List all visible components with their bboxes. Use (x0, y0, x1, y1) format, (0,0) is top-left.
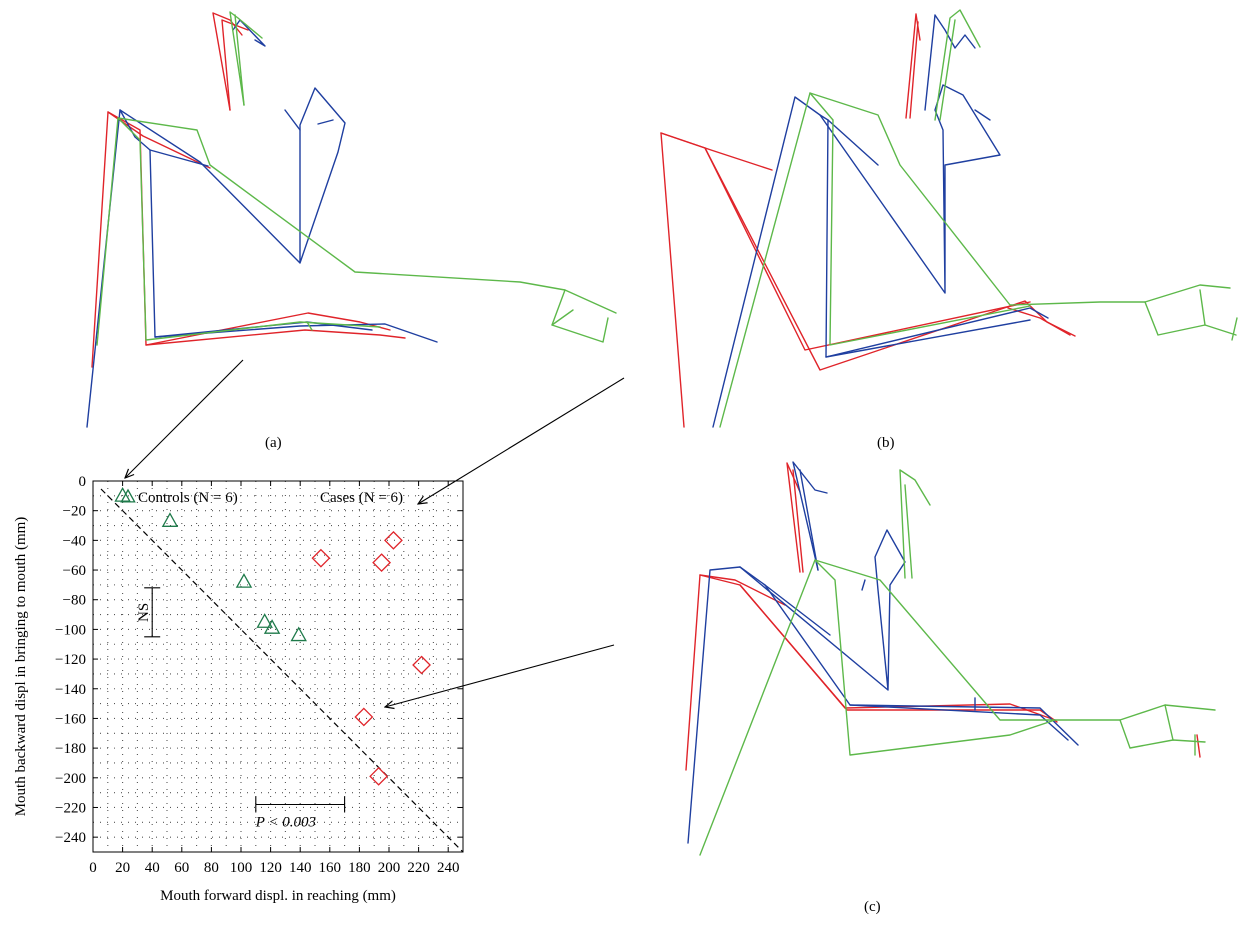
y-axis-ticks: 0 −20 −40 −60 −80 −100 −120 −140 −160 −180 −200 −22… (55, 474, 463, 846)
x-tick-label: 40 (145, 860, 160, 876)
stick-figure-red (685, 462, 1201, 771)
data-points (114, 487, 431, 786)
stick-figure-green (699, 469, 1216, 856)
stick-figure-blue (712, 14, 1049, 428)
x-tick-label: 0 (89, 860, 97, 876)
control-point (114, 487, 131, 502)
control-point (256, 613, 273, 628)
y-tick-label: −160 (55, 711, 86, 727)
stick-figure-red (91, 12, 406, 368)
x-tick-label: 60 (174, 860, 189, 876)
y-tick-label: −60 (63, 563, 86, 579)
panel-b-stick-figure (660, 9, 1238, 428)
control-point (290, 626, 307, 642)
x-tick-label: 80 (204, 860, 219, 876)
stick-figure-red (660, 13, 1076, 428)
connector-arrows (125, 359, 625, 707)
annotations: NS P < 0.003 (136, 587, 346, 831)
stick-figure-green (96, 11, 617, 346)
p-value-label: P < 0.003 (255, 815, 316, 831)
control-point (161, 512, 179, 527)
stick-figure-blue (687, 461, 1079, 844)
arrow-c-to-case (385, 644, 615, 707)
x-tick-label: 160 (319, 860, 342, 876)
y-tick-label: −40 (63, 533, 86, 549)
case-point (354, 707, 374, 727)
legend: Controls (N = 6) Cases (N = 6) (120, 488, 403, 506)
panel-label-c: (c) (864, 899, 881, 915)
y-tick-label: −140 (55, 682, 86, 698)
arrow-a-to-origin (125, 359, 244, 478)
case-point (412, 655, 431, 675)
x-tick-label: 140 (289, 860, 312, 876)
stick-figure-green (719, 9, 1238, 428)
y-tick-label: −80 (63, 593, 86, 609)
y-tick-label: −220 (55, 800, 86, 816)
x-axis-label: Mouth forward displ. in reaching (mm) (160, 888, 396, 904)
y-tick-label: −100 (55, 622, 86, 638)
y-tick-label: −200 (55, 771, 86, 787)
y-axis-label: Mouth backward displ in bringing to mout… (13, 517, 29, 817)
stick-figure-blue (86, 19, 438, 428)
x-tick-label: 220 (407, 860, 430, 876)
case-point (372, 553, 392, 573)
panel-label-b: (b) (877, 435, 895, 451)
ns-label: NS (136, 603, 152, 622)
axes-frame (92, 480, 464, 853)
x-tick-label: 100 (230, 860, 253, 876)
arrow-b-to-case (418, 377, 625, 504)
panel-a-stick-figure (86, 11, 617, 428)
y-tick-label: −120 (55, 652, 86, 668)
y-tick-label: 0 (79, 474, 87, 490)
x-tick-label: 200 (378, 860, 401, 876)
scatter-chart: 0 20 40 60 80 100 120 140 160 180 200 220 240 0 −20 −4… (13, 474, 464, 904)
legend-cases-label: Cases (N = 6) (320, 490, 403, 506)
x-tick-label: 180 (348, 860, 371, 876)
x-tick-label: 240 (437, 860, 460, 876)
case-point (311, 548, 331, 568)
control-point (263, 619, 281, 634)
diagonal-reference-line (100, 488, 464, 853)
case-point (369, 766, 389, 786)
panel-c-stick-figure (685, 461, 1216, 856)
x-axis-ticks: 0 20 40 60 80 100 120 140 160 180 200 220 240 (89, 481, 459, 876)
legend-controls-label: Controls (N = 6) (138, 490, 238, 506)
chart-grid (93, 481, 463, 852)
legend-controls-marker (120, 488, 136, 503)
control-point (235, 573, 253, 588)
y-tick-label: −240 (55, 830, 86, 846)
y-tick-label: −20 (63, 504, 86, 520)
y-tick-label: −180 (55, 741, 86, 757)
panel-label-a: (a) (265, 435, 282, 451)
x-tick-label: 120 (259, 860, 282, 876)
x-tick-label: 20 (115, 860, 130, 876)
case-point (384, 530, 403, 550)
